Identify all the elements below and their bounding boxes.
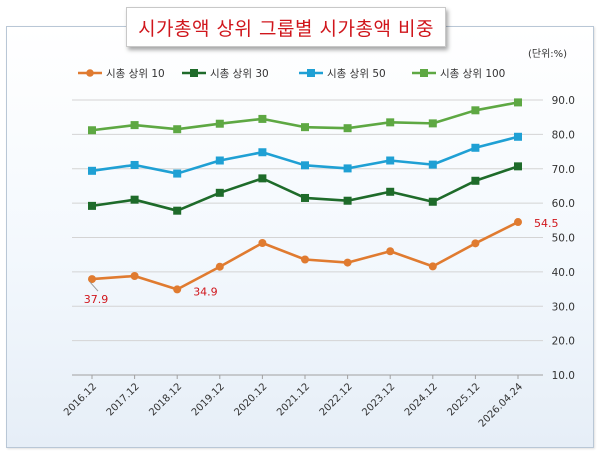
chart-title: 시가총액 상위 그룹별 시가총액 비중 (138, 17, 434, 40)
legend-item: 시총 상위 50 (299, 67, 386, 80)
data-point (130, 272, 139, 280)
x-tick-label: 2025.12 (445, 381, 482, 418)
data-point (173, 125, 182, 134)
data-point (471, 176, 480, 185)
x-tick-label: 2019.12 (190, 381, 227, 418)
data-point (471, 239, 480, 248)
legend-item: 시총 상위 100 (412, 67, 505, 80)
data-point (258, 239, 267, 247)
data-label: 34.9 (193, 285, 218, 298)
legend: 시총 상위 10 시총 상위 30 시총 상위 50 시총 상위 100 (78, 67, 505, 80)
data-point (88, 126, 96, 135)
y-axis: 10.0 20.0 30.0 40.0 50.0 60.0 70.0 80.0 90.0 (552, 95, 575, 382)
x-tick-label: 2023.12 (360, 381, 397, 418)
data-point (88, 166, 96, 175)
data-point (301, 193, 309, 202)
y-tick-label: 10.0 (552, 370, 575, 382)
data-point (343, 196, 352, 205)
data-point (173, 169, 182, 178)
y-tick-label: 50.0 (552, 233, 575, 245)
legend-marker (86, 69, 94, 77)
chart-title-box: 시가총액 상위 그룹별 시가총액 비중 (126, 7, 446, 47)
y-tick-label: 70.0 (552, 164, 575, 176)
y-tick-label: 20.0 (552, 336, 575, 348)
x-axis: 2016.12 2017.12 2018.12 2019.12 2020.12 2021.… (62, 374, 543, 430)
data-point (130, 195, 139, 204)
data-point (215, 156, 224, 165)
data-label: 54.5 (534, 217, 559, 230)
data-point (386, 118, 395, 127)
x-tick-label: 2021.12 (275, 381, 312, 418)
data-point (343, 124, 352, 133)
data-point (258, 174, 267, 183)
data-label: 37.9 (84, 293, 109, 306)
data-point (386, 187, 395, 196)
data-point (258, 114, 267, 123)
series-2 (88, 162, 522, 215)
data-point (173, 206, 182, 215)
x-tick-label: 2022.12 (318, 381, 355, 418)
data-point (301, 255, 309, 264)
y-tick-label: 80.0 (552, 129, 575, 141)
legend-marker (420, 69, 428, 77)
x-tick-label: 2016.12 (62, 381, 99, 418)
data-point (301, 161, 309, 170)
legend-item: 시총 상위 10 (78, 67, 165, 80)
legend-item: 시총 상위 30 (182, 67, 269, 80)
data-point (514, 98, 522, 107)
data-point (428, 119, 437, 128)
data-point (173, 285, 182, 294)
series-4 (88, 98, 522, 135)
data-point (215, 262, 224, 271)
data-point (428, 197, 437, 206)
y-tick-label: 90.0 (552, 95, 575, 107)
label-leader-line (89, 281, 99, 292)
data-point (514, 218, 522, 227)
data-point (471, 106, 480, 115)
series-1 (88, 218, 522, 294)
data-point (215, 119, 224, 128)
data-point (130, 160, 139, 169)
legend-label: 시총 상위 100 (440, 67, 505, 80)
data-labels: 37.9 34.9 54.5 (84, 217, 559, 306)
legend-label: 시총 상위 10 (106, 67, 165, 80)
data-point (386, 247, 395, 256)
data-point (428, 262, 437, 271)
y-tick-label: 30.0 (552, 301, 575, 313)
y-tick-label: 60.0 (552, 198, 575, 210)
data-point (130, 121, 139, 130)
data-point (471, 143, 480, 152)
legend-marker (190, 69, 198, 77)
legend-label: 시총 상위 30 (210, 67, 269, 80)
unit-label: (단위:%) (528, 49, 568, 60)
data-point (514, 162, 522, 171)
grid-lines (72, 99, 543, 342)
data-point (343, 258, 352, 267)
series-lines (88, 98, 522, 294)
x-tick-label: 2024.12 (403, 381, 440, 418)
series-3 (88, 132, 522, 178)
data-point (301, 123, 309, 132)
x-tick-label: 2026.04.24 (477, 381, 525, 429)
data-point (88, 201, 96, 210)
data-point (258, 148, 267, 157)
data-point (215, 188, 224, 197)
data-point (88, 275, 96, 284)
series-line (91, 165, 519, 212)
x-tick-label: 2017.12 (105, 381, 142, 418)
legend-label: 시총 상위 50 (327, 67, 386, 80)
data-point (428, 160, 437, 169)
data-point (514, 132, 522, 141)
x-tick-label: 2020.12 (232, 381, 269, 418)
y-tick-label: 40.0 (552, 267, 575, 279)
data-point (386, 156, 395, 165)
data-point (343, 164, 352, 173)
x-tick-label: 2018.12 (147, 381, 184, 418)
legend-marker (307, 69, 315, 77)
